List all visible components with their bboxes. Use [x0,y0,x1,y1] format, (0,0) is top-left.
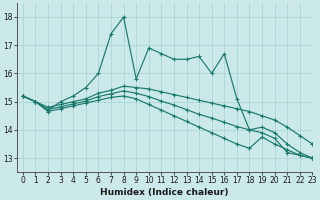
X-axis label: Humidex (Indice chaleur): Humidex (Indice chaleur) [100,188,229,197]
